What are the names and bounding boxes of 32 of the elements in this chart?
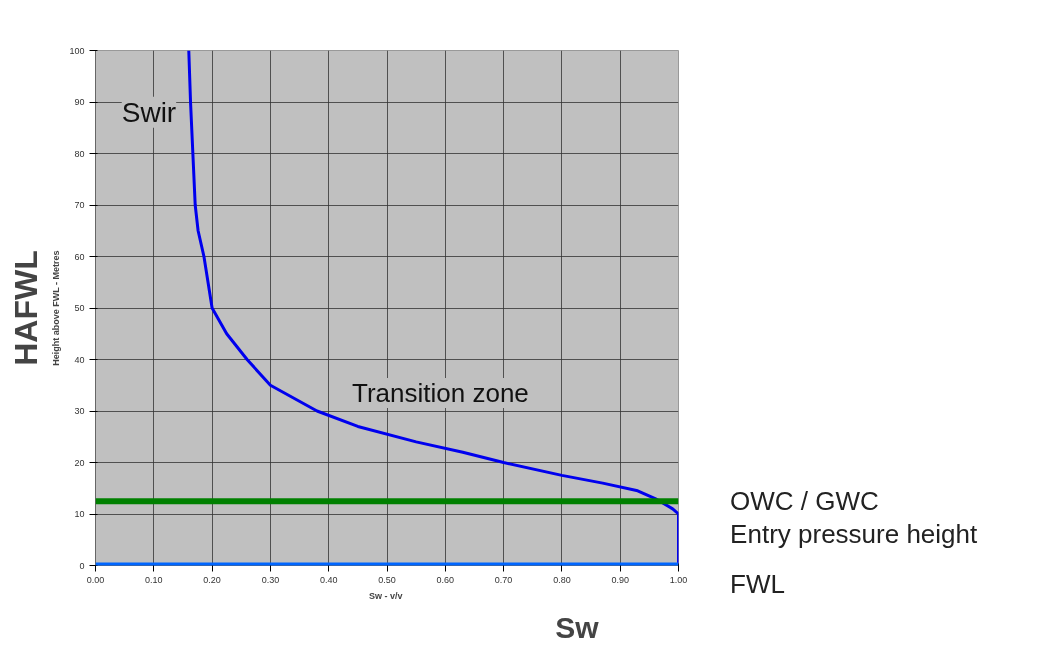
x-tick-label: 0.70 — [494, 574, 513, 585]
y-tick-label: 10 — [74, 509, 85, 519]
y-tick-label: 60 — [74, 251, 85, 262]
x-tick-label: 0.50 — [378, 574, 396, 585]
x-tick-label: 0.10 — [145, 574, 163, 585]
y-tick-label: 50 — [74, 303, 85, 313]
y-tick-label: 20 — [74, 457, 85, 468]
annotation: Transition zone — [352, 377, 529, 408]
y-tick-label: 90 — [74, 97, 85, 107]
x-tick-label: 0.20 — [203, 574, 221, 585]
y-tick-label: 80 — [74, 148, 85, 159]
x-axis-title: Sw - v/v — [368, 590, 403, 601]
text: Sw — [555, 610, 600, 644]
y-tick-label: 70 — [74, 200, 85, 210]
x-tick-label: 0.00 — [86, 574, 105, 585]
annotation: Swir — [121, 96, 177, 128]
x-tick-label: 0.90 — [611, 574, 629, 585]
y-tick-label: 30 — [74, 406, 85, 416]
text: Entry pressure height — [730, 519, 978, 550]
y-axis-title: Height above FWL - Metres — [51, 250, 62, 366]
text: HAFWL — [7, 250, 44, 366]
x-tick-label: 0.60 — [436, 574, 455, 585]
x-tick-label: 0.80 — [553, 574, 571, 585]
line-series — [187, 50, 679, 566]
ref-line-label: OWC / GWC — [730, 485, 879, 516]
x-tick-label: 0.40 — [319, 574, 338, 585]
y-tick-label: 0 — [79, 560, 85, 571]
y-tick-label: 40 — [74, 354, 85, 365]
ref-line-label: FWL — [730, 569, 785, 600]
y-tick-label: 100 — [69, 45, 85, 56]
x-tick-label: 1.00 — [669, 574, 688, 585]
x-tick-label: 0.30 — [261, 574, 280, 585]
